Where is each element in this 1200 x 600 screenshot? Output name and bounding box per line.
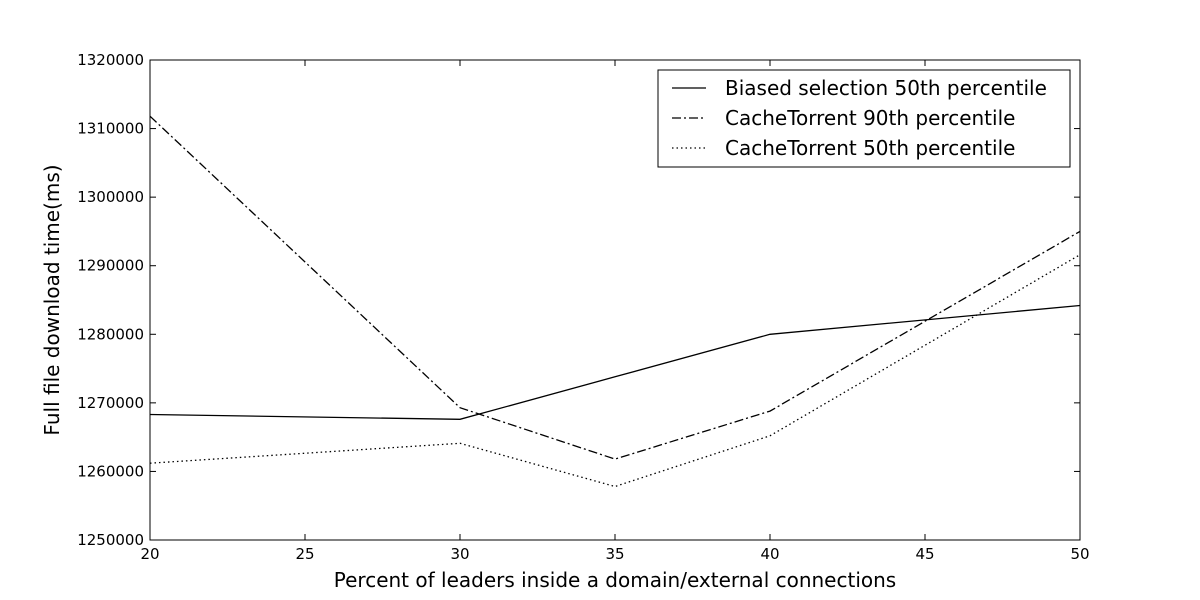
y-tick-label: 1270000	[77, 394, 144, 412]
legend-label-3: CacheTorrent 50th percentile	[725, 136, 1015, 160]
y-tick-label: 1290000	[77, 257, 144, 275]
x-axis-label: Percent of leaders inside a domain/exter…	[334, 568, 896, 592]
legend-label-2: CacheTorrent 90th percentile	[725, 106, 1015, 130]
x-tick-label: 50	[1070, 545, 1089, 563]
series-line-1	[149, 304, 1081, 420]
y-tick-label: 1250000	[77, 531, 144, 549]
legend-box	[657, 69, 1071, 168]
y-tick-label: 1320000	[77, 51, 144, 69]
y-axis-label: Full file download time(ms)	[40, 164, 64, 435]
legend: Biased selection 50th percentile CacheTor…	[657, 69, 1071, 168]
y-tick-label: 1300000	[77, 188, 144, 206]
y-tick-label: 1280000	[77, 325, 144, 343]
ticks-layer: 20 25 30 35 40 45 50 1250000 1260000 1270000 12800…	[77, 51, 1089, 563]
x-tick-label: 45	[915, 545, 934, 563]
x-tick-label: 35	[605, 545, 624, 563]
series-line-2	[149, 115, 1081, 460]
y-tick-label: 1310000	[77, 120, 144, 138]
x-tick-label: 40	[760, 545, 779, 563]
x-tick-label: 30	[450, 545, 469, 563]
legend-label-1: Biased selection 50th percentile	[725, 76, 1047, 100]
series-line-3	[149, 254, 1081, 488]
y-tick-label: 1260000	[77, 462, 144, 480]
series-layer	[149, 115, 1081, 488]
x-tick-label: 20	[140, 545, 159, 563]
x-tick-label: 25	[295, 545, 314, 563]
